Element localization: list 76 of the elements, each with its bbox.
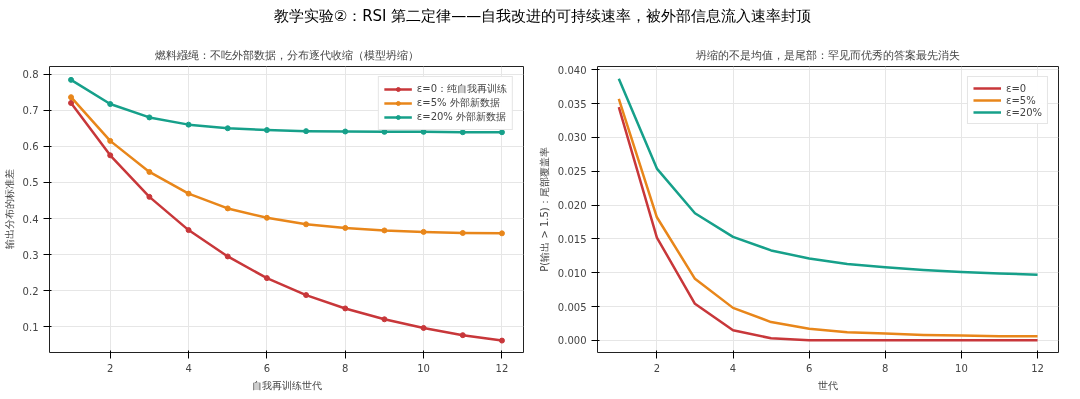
point [224, 125, 231, 132]
point [381, 316, 388, 323]
x-tick-label: 10 [955, 362, 968, 374]
point [146, 193, 153, 200]
chart-title: 燃料繦绳：不吃外部数据，分布逐代收缩（模型坍缩） [154, 48, 419, 62]
point [146, 168, 153, 175]
point [68, 94, 75, 101]
text: 教学实验②：RSI 第二定律——自我改进的可持续速率，被外部信息流入速率封顶 [273, 6, 812, 27]
chart-title: 坍缩的不是均值，是尾部：罕见而优秀的答案最先消失 [695, 48, 960, 62]
y-tick-label: 0.000 [557, 335, 587, 347]
point [303, 128, 310, 135]
y-tick-label: 0.5 [22, 177, 39, 189]
point [263, 214, 270, 221]
point [68, 76, 75, 83]
x-axis-title: 世代 [818, 379, 838, 391]
point [459, 229, 466, 236]
point [185, 190, 192, 197]
legend-label: ε=20% 外部新数据 [416, 110, 507, 124]
x-tick-label: 4 [185, 362, 192, 374]
x-tick-label: 6 [805, 362, 813, 374]
legend-label: ε=20% [1005, 106, 1042, 118]
point [224, 253, 231, 260]
y-axis-title: 输出分布的标准差 [3, 169, 15, 250]
point [303, 221, 310, 228]
y-tick-label: 0.3 [22, 249, 39, 261]
x-tick-label: 6 [263, 362, 271, 374]
x-tick-label: 2 [653, 362, 661, 374]
x-tick-label: 4 [729, 362, 737, 374]
point [498, 129, 505, 136]
y-tick-label: 0.040 [557, 64, 587, 76]
x-tick-label: 8 [882, 362, 889, 374]
legend-label: ε=5% 外部新数据 [416, 96, 500, 110]
point [342, 128, 349, 135]
point [459, 332, 466, 339]
point [303, 292, 310, 299]
y-tick-label: 0.1 [22, 321, 39, 333]
point [459, 129, 466, 136]
x-tick-label: 8 [342, 362, 349, 374]
point [342, 305, 349, 312]
point [263, 127, 270, 134]
point [420, 324, 427, 331]
point [146, 114, 153, 121]
point [107, 152, 114, 159]
x-tick-label: 12 [495, 362, 509, 374]
point [185, 227, 192, 234]
y-tick-label: 0.015 [557, 233, 587, 245]
legend-label: ε=0 [1005, 82, 1027, 94]
point [263, 275, 270, 282]
point [498, 230, 505, 237]
y-tick-label: 0.010 [557, 267, 587, 279]
point [381, 227, 388, 234]
point [68, 99, 75, 106]
x-tick-label: 10 [417, 362, 430, 374]
point [185, 121, 192, 128]
y-tick-label: 0.6 [22, 141, 39, 153]
y-tick-label: 0.020 [557, 200, 587, 212]
point [107, 137, 114, 144]
y-tick-label: 0.4 [22, 213, 39, 225]
y-tick-label: 0.7 [22, 105, 39, 117]
point [224, 205, 231, 212]
y-tick-label: 0.005 [557, 301, 587, 313]
point [498, 337, 505, 344]
x-axis-title: 自我再训练世代 [251, 379, 322, 391]
y-axis-title: P(输出 > 1.5)：尾部覆盖率 [538, 147, 550, 272]
y-tick-label: 0.030 [557, 132, 587, 144]
point [107, 101, 114, 108]
y-tick-label: 0.2 [22, 285, 39, 297]
y-tick-label: 0.025 [557, 166, 587, 178]
point [420, 228, 427, 235]
legend-label: ε=0：纯自我再训练 [416, 82, 507, 96]
point [342, 224, 349, 231]
x-tick-label: 12 [1031, 362, 1044, 374]
y-tick-label: 0.8 [22, 69, 39, 81]
x-tick-label: 2 [107, 362, 114, 374]
y-tick-label: 0.035 [557, 98, 587, 110]
legend-label: ε=5% [1005, 94, 1036, 106]
